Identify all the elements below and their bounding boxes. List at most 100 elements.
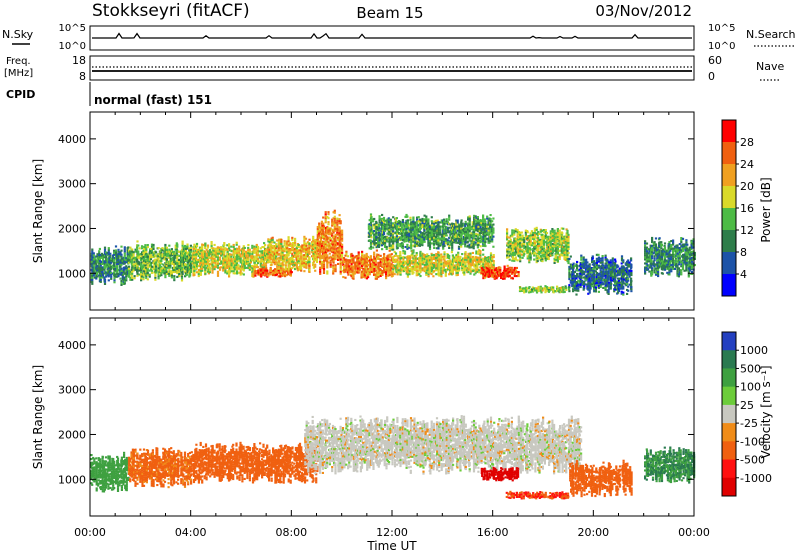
power-echo-cell <box>268 257 271 260</box>
power-echo-cell <box>428 258 431 261</box>
power-echo-cell <box>247 264 250 267</box>
power-echo-cell <box>482 244 485 247</box>
power-echo-cell <box>385 256 388 259</box>
power-echo-cell <box>456 235 459 238</box>
power-echo-cell <box>429 261 432 264</box>
power-echo-cell <box>102 254 105 257</box>
power-echo-cell <box>371 267 374 270</box>
power-echo-cell <box>338 226 341 229</box>
power-echo-cell <box>281 261 284 264</box>
power-echo-cell <box>404 246 407 249</box>
power-echo-cell <box>411 252 414 255</box>
power-echo-cell <box>348 261 351 264</box>
power-echo-cell <box>131 264 134 267</box>
power-echo-cell <box>388 273 391 276</box>
power-echo-cell <box>316 236 319 239</box>
power-echo-cell <box>406 239 410 242</box>
power-echo-cell <box>430 224 433 227</box>
power-echo-cell <box>437 227 440 230</box>
power-echo-cell <box>477 225 480 228</box>
power-echo-cell <box>405 270 408 273</box>
power-echo-cell <box>134 256 137 259</box>
power-echo-cell <box>208 263 211 266</box>
power-echo-cell <box>102 256 105 259</box>
power-echo-cell <box>386 240 389 243</box>
power-echo-cell <box>269 244 272 247</box>
power-echo-cell <box>239 257 242 260</box>
power-echo-cell <box>295 263 298 266</box>
power-echo-cell <box>417 240 420 243</box>
power-echo-cell <box>226 244 229 247</box>
power-echo-cell <box>176 261 179 264</box>
power-echo-cell <box>215 249 218 252</box>
power-echo-cell <box>193 255 196 258</box>
power-echo-cell <box>303 256 306 259</box>
power-echo-cell <box>484 236 487 239</box>
power-echo-cell <box>327 237 330 240</box>
power-echo-cell <box>333 215 336 218</box>
power-echo-cell <box>482 218 485 221</box>
power-echo-cell <box>265 267 268 270</box>
power-echo-cell <box>223 256 226 259</box>
power-echo-cell <box>182 264 185 267</box>
power-echo-cell <box>218 256 222 259</box>
power-echo-cell <box>283 258 286 261</box>
power-echo-cell <box>387 254 390 257</box>
power-echo-cell <box>453 264 456 267</box>
power-echo-cell <box>421 219 424 222</box>
power-echo-cell <box>106 268 109 271</box>
power-echo-cell <box>236 268 239 271</box>
power-echo-cell <box>455 239 458 242</box>
power-echo-cell <box>341 247 344 250</box>
power-echo-cell <box>373 235 376 238</box>
power-echo-cell <box>388 236 391 239</box>
power-echo-cell <box>236 252 239 255</box>
power-echo-cell <box>394 254 398 257</box>
power-echo-cell <box>401 231 404 234</box>
power-echo-cell <box>289 263 292 266</box>
power-echo-cell <box>435 269 438 272</box>
power-echo-cell <box>472 245 475 248</box>
power-echo-cell <box>178 258 181 261</box>
power-echo-cell <box>455 233 458 236</box>
power-echo-cell <box>110 273 113 276</box>
power-echo-cell <box>117 275 120 278</box>
power-echo-cell <box>267 244 270 247</box>
power-echo-cell <box>281 267 284 270</box>
power-echo-cell <box>210 245 213 248</box>
power-echo-cell <box>314 259 317 262</box>
power-echo-cell <box>186 269 189 272</box>
power-echo-cell <box>485 256 488 259</box>
power-echo-cell <box>201 247 204 250</box>
power-echo-cell <box>486 237 489 240</box>
power-echo-cell <box>372 232 375 235</box>
power-echo-cell <box>361 250 364 253</box>
power-echo-cell <box>133 277 136 280</box>
power-echo-cell <box>281 251 284 254</box>
power-echo-cell <box>442 223 445 226</box>
power-echo-cell <box>371 269 374 272</box>
power-echo-cell <box>254 270 257 273</box>
power-echo-cell <box>458 228 462 231</box>
power-echo-cell <box>195 242 199 245</box>
power-echo-cell <box>180 275 184 278</box>
power-echo-cell <box>173 263 176 266</box>
power-echo-cell <box>228 265 232 268</box>
power-echo-cell <box>460 227 463 230</box>
power-echo-cell <box>375 230 378 233</box>
power-echo-cell <box>146 268 149 271</box>
power-echo-cell <box>126 249 129 252</box>
power-echo-cell <box>375 267 378 270</box>
power-echo-cell <box>467 268 470 271</box>
power-echo-cell <box>421 232 424 235</box>
power-echo-cell <box>460 241 463 244</box>
power-echo-cell <box>458 226 462 229</box>
power-echo-cell <box>191 252 194 255</box>
power-echo-cell <box>148 273 151 276</box>
power-echo-cell <box>470 264 473 267</box>
power-echo-cell <box>341 237 344 240</box>
power-echo-cell <box>98 257 101 260</box>
power-echo-cell <box>339 242 342 245</box>
power-echo-cell <box>300 255 303 258</box>
power-echo-cell <box>277 245 280 248</box>
